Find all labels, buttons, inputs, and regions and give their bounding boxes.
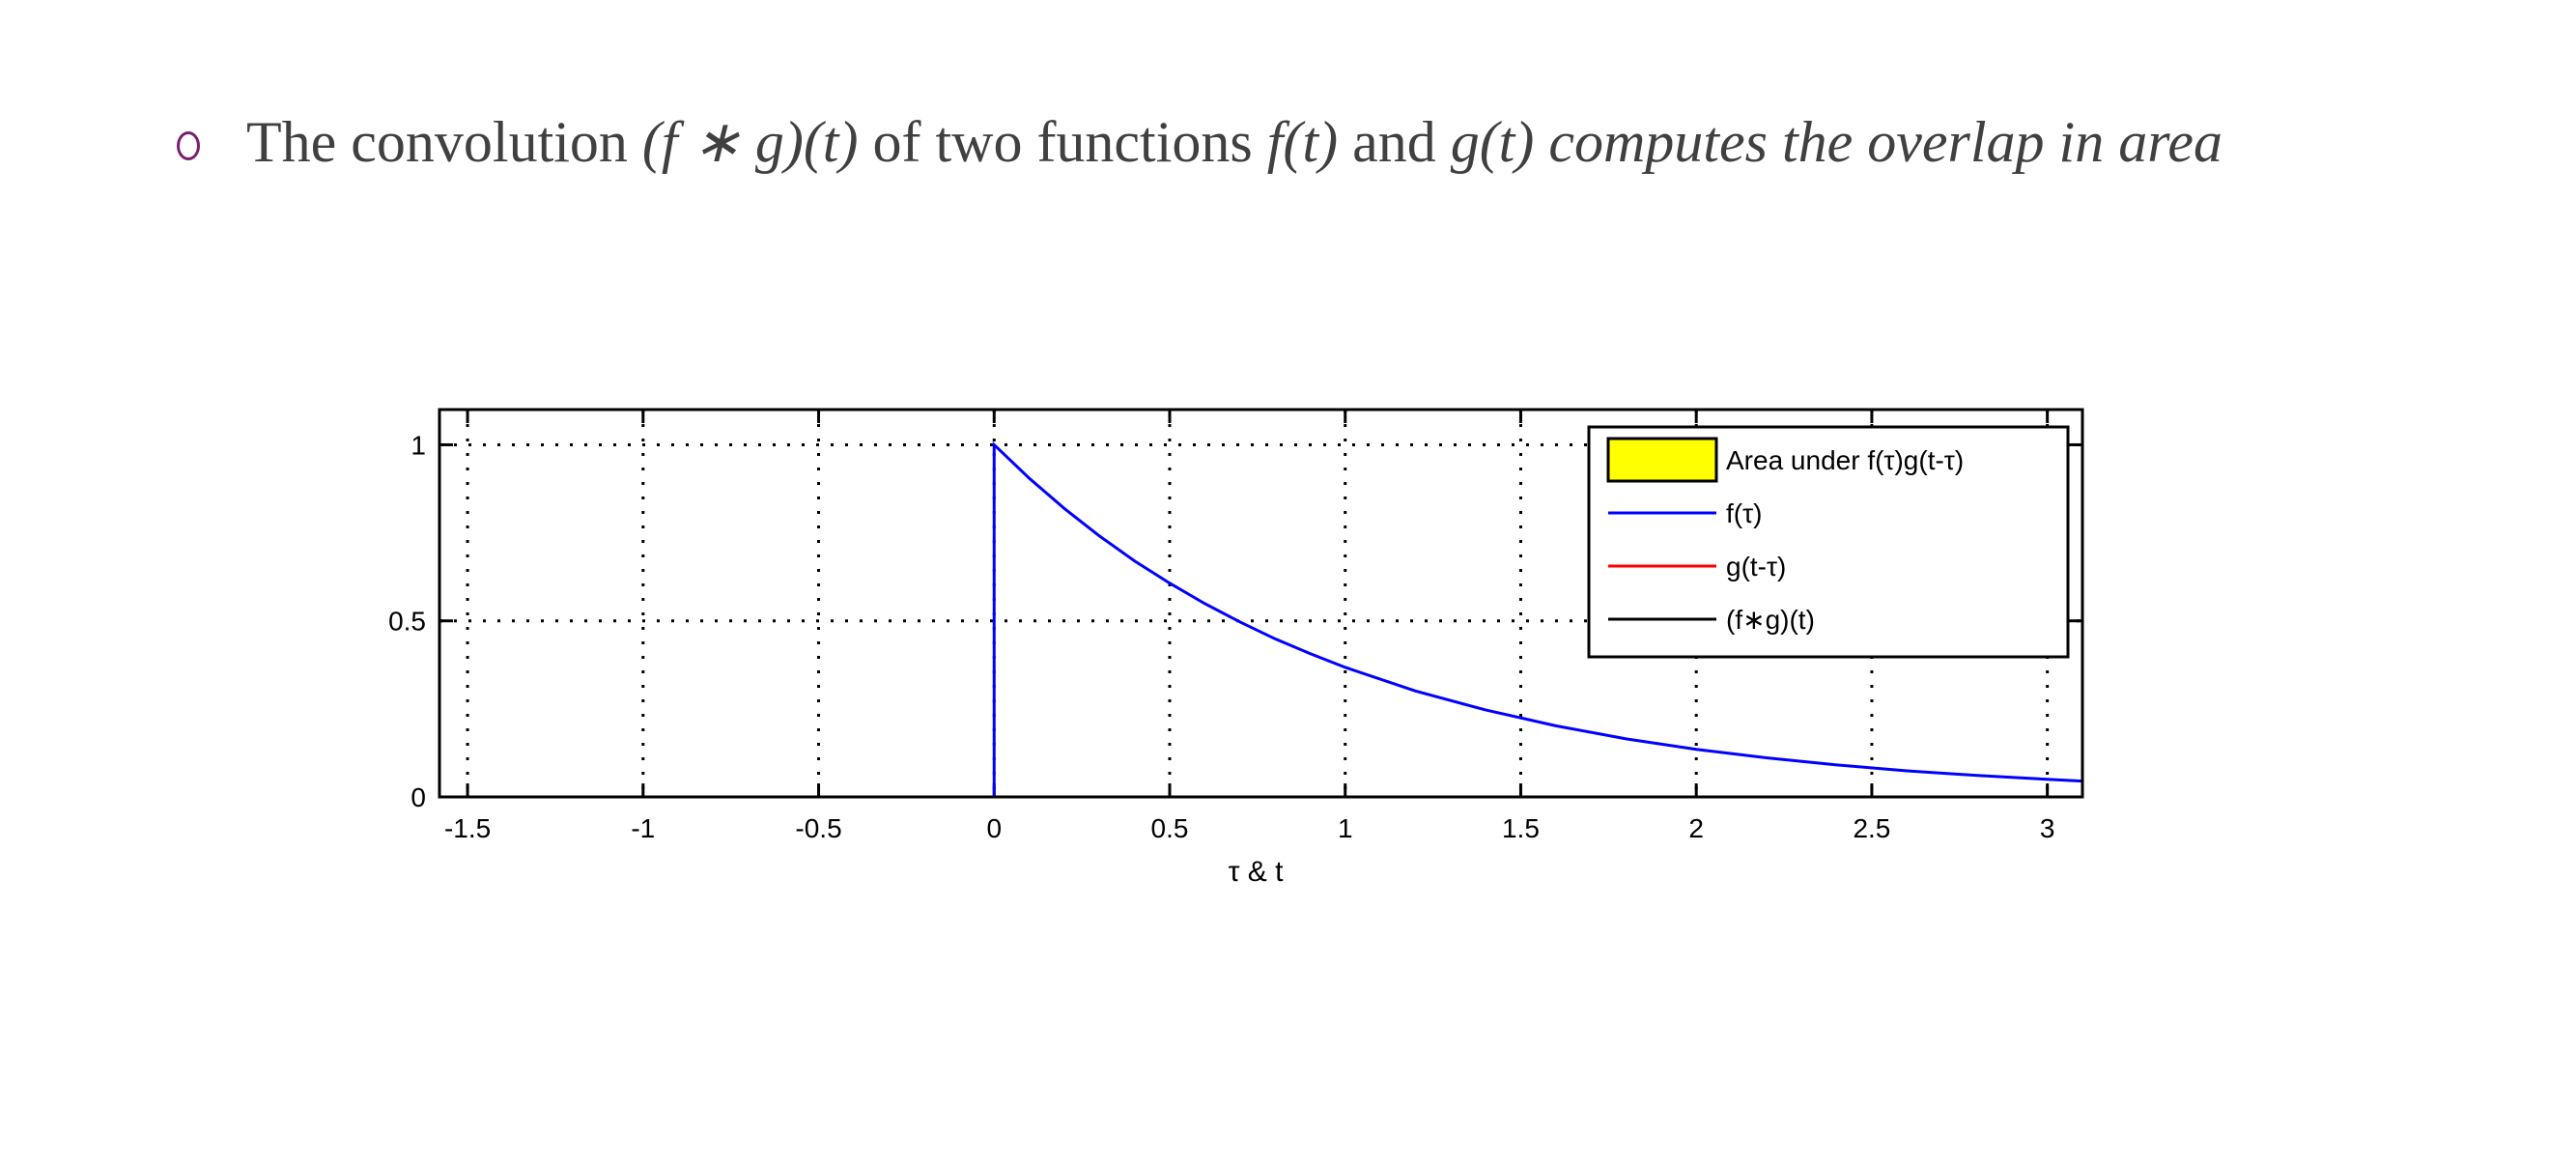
bullet-icon bbox=[177, 131, 200, 160]
x-tick-label: 2 bbox=[1688, 813, 1704, 843]
x-tick-label: -1 bbox=[631, 813, 655, 843]
legend-label: f(τ) bbox=[1726, 498, 1763, 528]
x-tick-label: 1.5 bbox=[1502, 813, 1540, 843]
legend-label: (f∗g)(t) bbox=[1726, 605, 1815, 635]
text-part: of two functions bbox=[858, 110, 1267, 174]
text-part: and bbox=[1338, 110, 1451, 174]
y-tick-label: 1 bbox=[410, 430, 426, 460]
x-tick-label: 0.5 bbox=[1151, 813, 1189, 843]
legend-swatch-area bbox=[1606, 437, 1718, 483]
emphasis-text: computes the overlap in area bbox=[1548, 110, 2222, 174]
x-tick-label: 0 bbox=[986, 813, 1002, 843]
math-g: g(t) bbox=[1450, 110, 1535, 174]
x-axis-label: τ & t bbox=[1229, 856, 1285, 888]
x-tick-label: 2.5 bbox=[1853, 813, 1890, 843]
series bbox=[992, 440, 2083, 797]
axes-box bbox=[438, 408, 2084, 799]
bullet-text: The convolution (f ∗ g)(t) of two functi… bbox=[246, 104, 2468, 180]
text-part: The convolution bbox=[246, 110, 642, 174]
x-tick-label: 1 bbox=[1338, 813, 1353, 843]
series-line-f-tau bbox=[992, 440, 2083, 797]
y-tick-label: 0.5 bbox=[388, 607, 426, 637]
legend: Area under f(τ)g(t-τ) f(τ) g(t-τ) (f∗g)(t) bbox=[1587, 425, 2070, 659]
y-tick-label: 0 bbox=[410, 782, 426, 812]
math-f: f(t) bbox=[1266, 110, 1339, 174]
x-tick-label: -0.5 bbox=[795, 813, 841, 843]
math-convolution: (f ∗ g)(t) bbox=[641, 110, 859, 174]
legend-label: g(t-τ) bbox=[1726, 552, 1786, 582]
legend-label: Area under f(τ)g(t-τ) bbox=[1726, 445, 1964, 475]
x-tick-label: -1.5 bbox=[444, 813, 491, 843]
x-tick-label: 3 bbox=[2040, 813, 2055, 843]
